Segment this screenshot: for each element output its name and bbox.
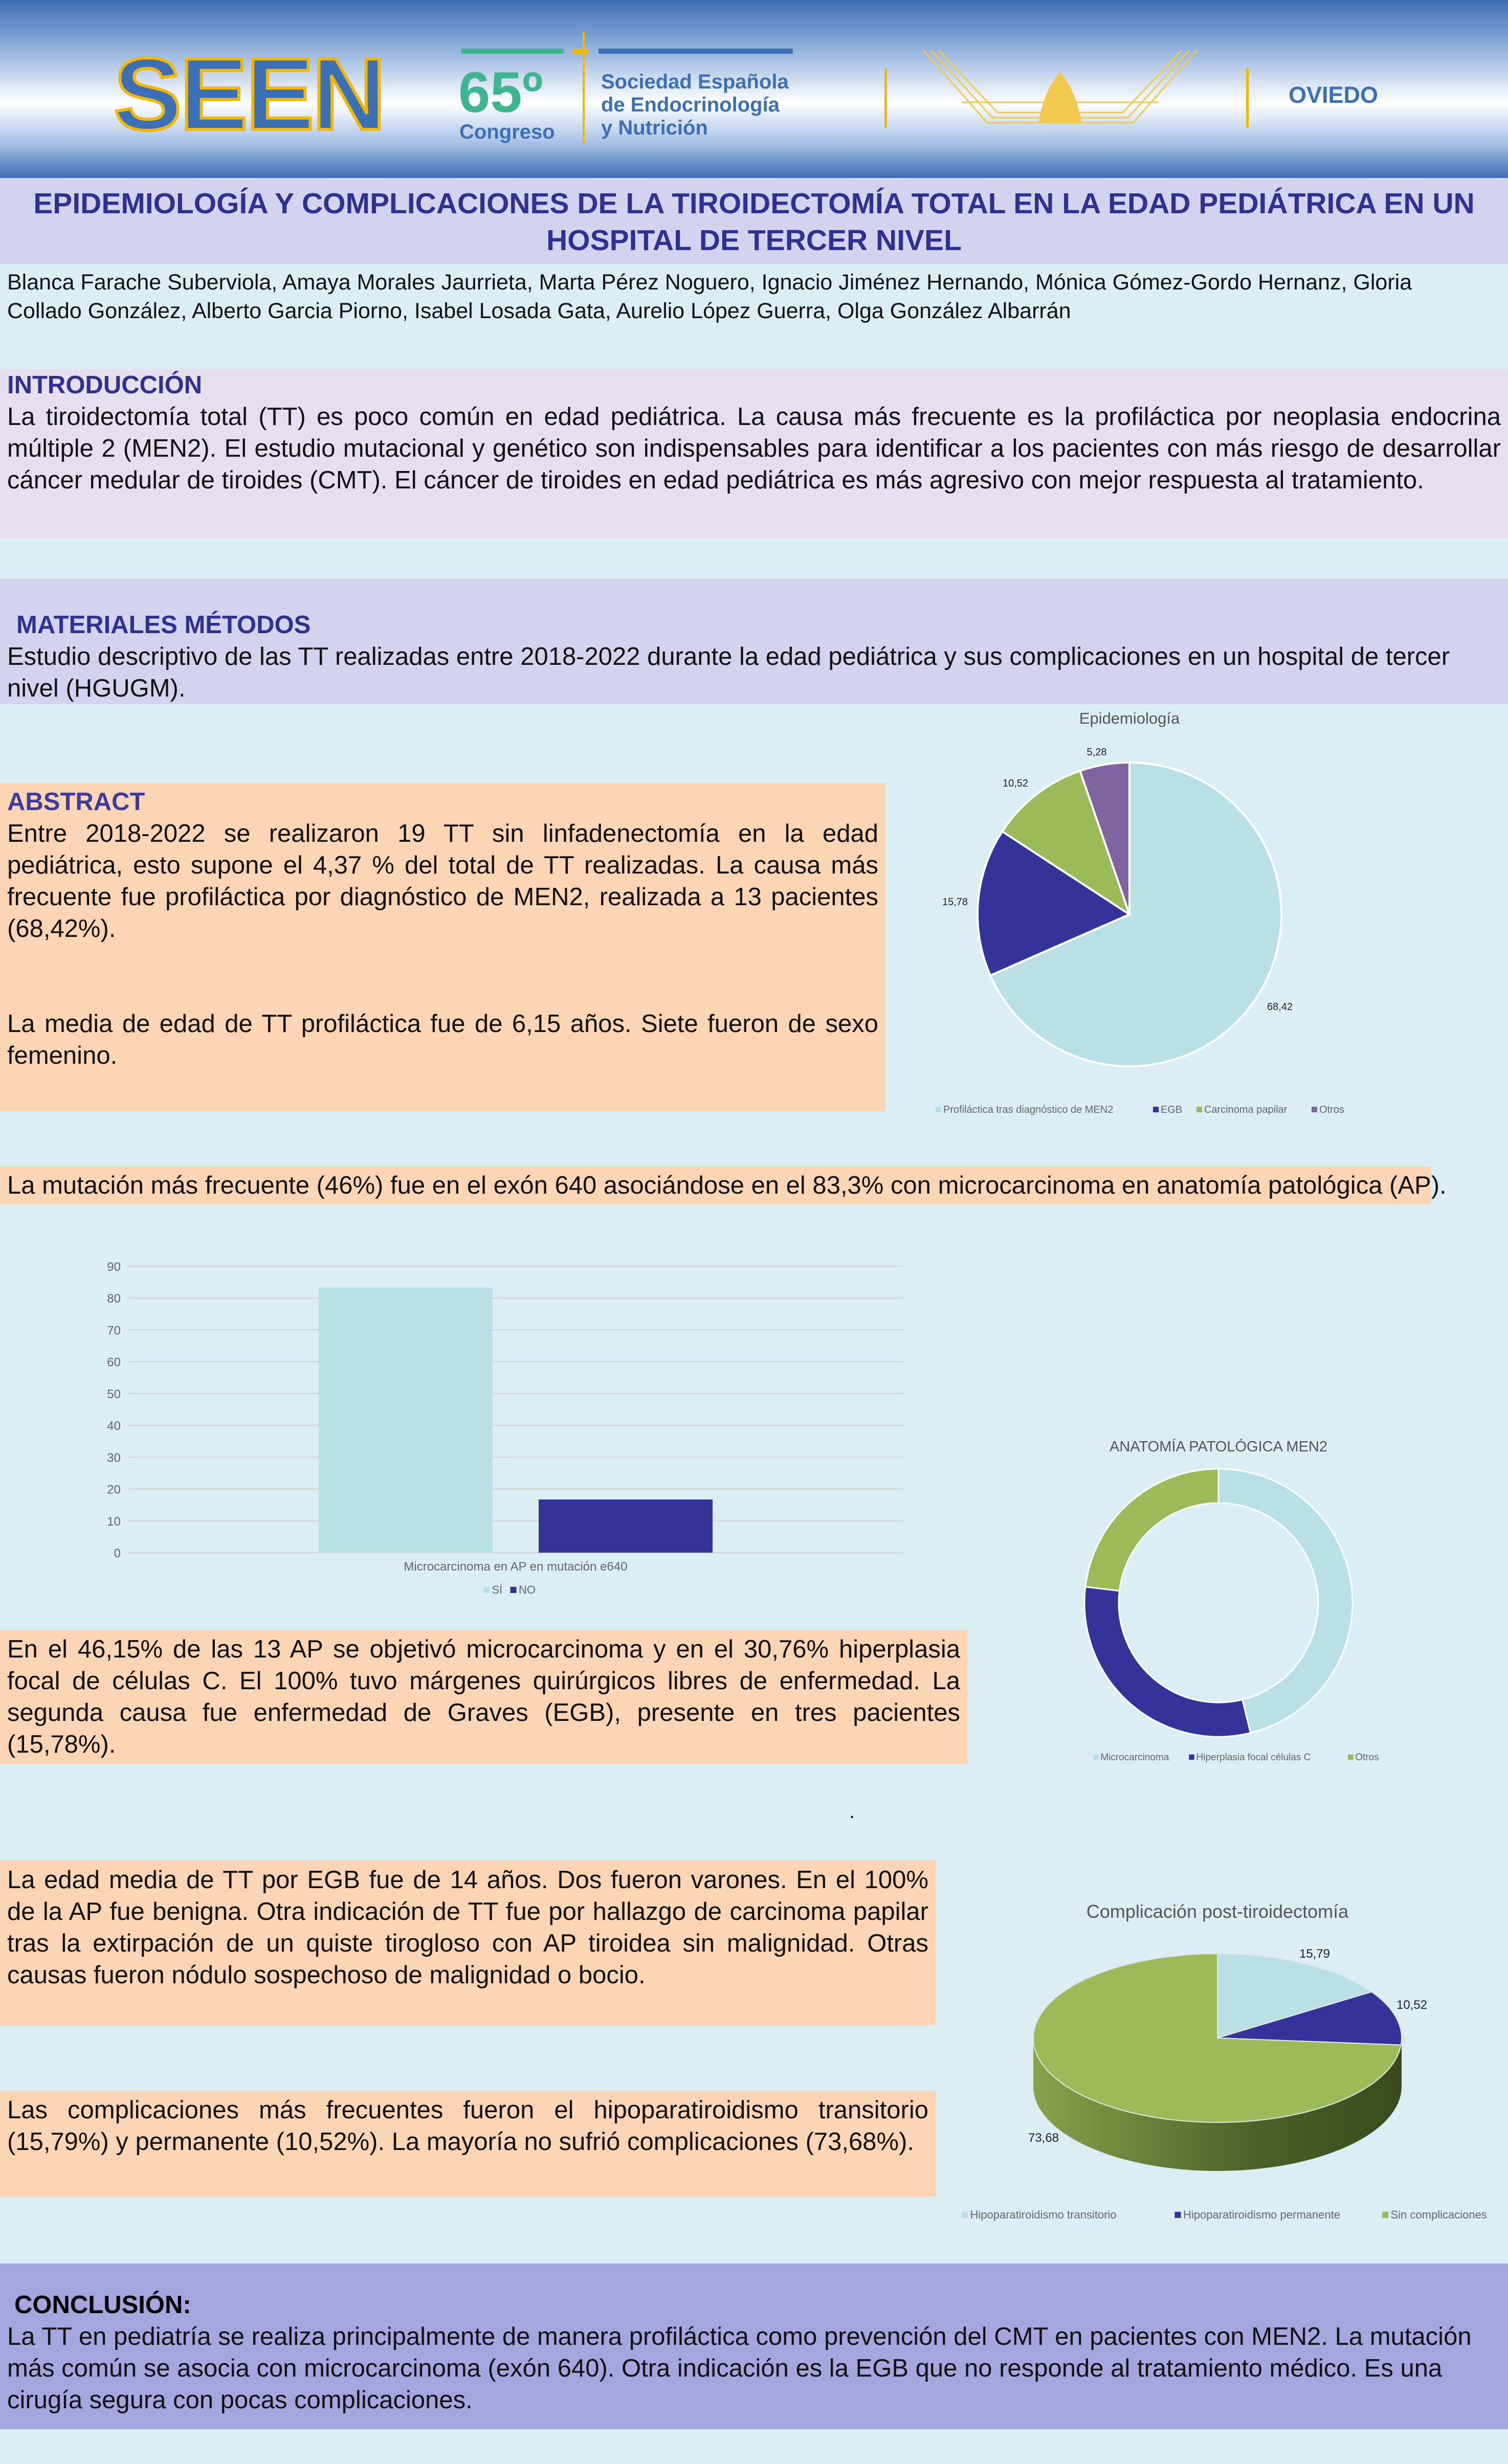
city-label: OVIEDO: [1289, 82, 1379, 108]
doughnut-legend-label: Otros: [1355, 1752, 1379, 1763]
section-text: Entre 2018-2022 se realizaron 19 TT sin …: [7, 820, 878, 943]
bar-y-tick-label: 0: [114, 1547, 121, 1560]
bar-y-tick-label: 70: [107, 1324, 121, 1337]
section-heading: INTRODUCCIÓN: [7, 371, 203, 399]
doughnut-segment: [1084, 1468, 1219, 1592]
bar-legend-swatch: [510, 1586, 517, 1593]
pie3d-slice: [1033, 1953, 1402, 2123]
epidemiologia-title: Epidemiología: [1079, 709, 1180, 727]
pie3d-legend-label: Hipoparatiroidismo transitorio: [970, 2208, 1117, 2221]
bar-no: [539, 1499, 713, 1553]
building-logo-icon: [922, 49, 1198, 124]
doughnut-legend-swatch: [1093, 1754, 1099, 1760]
doughnut-segment: [1217, 1468, 1354, 1734]
section-text: Estudio descriptivo de las TT realizadas…: [7, 643, 1450, 702]
bar-si: [319, 1287, 493, 1553]
title-band: [0, 178, 1508, 264]
logo-bar-yellow: [573, 49, 588, 54]
epidemiologia-data-label: 15,78: [942, 897, 968, 908]
epidemiologia-data-label: 10,52: [1003, 778, 1028, 789]
pie3d-data-label: 73,68: [1028, 2131, 1059, 2145]
egb-text: La edad media de TT por EGB fue de 14 añ…: [0, 1860, 936, 2025]
epidemiologia-legend-swatch: [1196, 1107, 1202, 1112]
epidemiologia-data-label: 5,28: [1087, 747, 1107, 758]
epidemiologia-legend-swatch: [936, 1107, 941, 1112]
bar-y-tick-label: 10: [107, 1515, 121, 1529]
bar-legend-swatch: [483, 1586, 490, 1593]
society-line: y Nutrición: [601, 117, 708, 139]
society-line: de Endocrinología: [601, 94, 780, 116]
epidemiologia-data-label: 68,42: [1267, 1001, 1293, 1013]
epidemiologia-legend-label: Profiláctica tras diagnóstico de MEN2: [943, 1104, 1113, 1115]
poster-title: EPIDEMIOLOGÍA Y COMPLICACIONES DE LA TIR…: [33, 187, 1475, 257]
section-text: La tiroidectomía total (TT) es poco comú…: [7, 403, 1501, 494]
epidemiologia-slice: [1001, 769, 1132, 917]
logo-divider: [583, 32, 585, 144]
pie3d-legend-swatch: [1174, 2211, 1181, 2218]
header-divider: [1246, 68, 1249, 128]
doughnut-legend-label: Hiperplasia focal células C: [1196, 1752, 1311, 1763]
stray-dot: .: [849, 1800, 855, 1823]
pie3d-title: Complicación post-tiroidectomía: [1086, 1901, 1349, 1922]
section-heading: CONCLUSIÓN:: [14, 2291, 191, 2319]
introduction-section: INTRODUCCIÓN La tiroidectomía total (TT)…: [0, 369, 1508, 538]
epidemiologia-slice: [1078, 761, 1130, 915]
pie3d-slice: [1217, 1991, 1403, 2046]
doughnut-segment: [1083, 1585, 1252, 1738]
epidemiologia-legend-swatch: [1153, 1107, 1159, 1112]
pie3d-slice: [1217, 1953, 1373, 2039]
bar-category-label: Microcarcinoma en AP en mutación e640: [404, 1560, 627, 1574]
epidemiologia-legend-label: EGB: [1161, 1104, 1182, 1115]
bar-y-tick-label: 60: [107, 1356, 121, 1370]
epidemiologia-slice: [989, 761, 1282, 1067]
bar-legend-label: SÍ: [492, 1583, 503, 1596]
doughnut-legend-swatch: [1189, 1754, 1194, 1760]
abstract-section: ABSTRACT Entre 2018-2022 se realizaron 1…: [0, 783, 885, 1111]
doughnut-title: ANATOMÍA PATOLÓGICA MEN2: [1110, 1438, 1327, 1455]
conclusion-section: CONCLUSIÓN: La TT en pediatría se realiz…: [0, 2264, 1508, 2429]
pie3d-data-label: 10,52: [1396, 1998, 1427, 2012]
society-name: Sociedad Española de Endocrinología y Nu…: [601, 71, 789, 140]
pie3d-data-label: 15,79: [1299, 1947, 1330, 1961]
pathology-text: En el 46,15% de las 13 AP se objetivó mi…: [0, 1630, 967, 1764]
authors: Blanca Farache Suberviola, Amaya Morales…: [7, 270, 1412, 323]
complications-text: Las complicaciones más frecuentes fueron…: [0, 2091, 936, 2197]
logo-bar-green: [461, 49, 564, 54]
epidemiologia-legend-label: Carcinoma papilar: [1204, 1104, 1288, 1115]
section-heading: MATERIALES MÉTODOS: [16, 611, 311, 639]
poster-header: SEEN 65º Congreso Sociedad Española de E…: [0, 0, 1508, 178]
mutation-text: La mutación más frecuente (46%) fue en e…: [0, 1167, 1447, 1204]
congress-label: Congreso: [459, 121, 555, 143]
epidemiologia-slice: [977, 830, 1132, 977]
bar-y-tick-label: 90: [107, 1260, 121, 1274]
bar-y-tick-label: 40: [107, 1419, 121, 1433]
section-text: La media de edad de TT profiláctica fue …: [7, 1010, 878, 1069]
seen-logo: SEEN: [112, 36, 388, 153]
congress-number: 65º: [458, 60, 543, 124]
epidemiologia-legend-label: Otros: [1319, 1104, 1344, 1115]
bar-y-tick-label: 50: [107, 1387, 121, 1401]
society-line: Sociedad Española: [601, 71, 789, 93]
pie3d-legend-label: Hipoparatiroidismo permanente: [1183, 2208, 1340, 2221]
header-divider: [884, 68, 887, 128]
methods-section: MATERIALES MÉTODOS Estudio descriptivo d…: [0, 578, 1508, 704]
logo-bar-blue: [598, 49, 793, 54]
bar-legend-label: NO: [519, 1583, 536, 1596]
bar-y-tick-label: 80: [107, 1292, 121, 1306]
section-text: La TT en pediatría se realiza principalm…: [7, 2323, 1472, 2414]
pie3d-side: [1033, 2038, 1402, 2171]
pie3d-legend-label: Sin complicaciones: [1391, 2208, 1487, 2221]
bar-y-tick-label: 20: [107, 1483, 121, 1497]
section-heading: ABSTRACT: [7, 788, 145, 816]
epidemiologia-legend-swatch: [1312, 1107, 1317, 1112]
bar-y-tick-label: 30: [107, 1451, 121, 1465]
pie3d-legend-swatch: [962, 2211, 968, 2218]
pie3d-legend-swatch: [1382, 2211, 1389, 2218]
doughnut-legend-swatch: [1348, 1754, 1354, 1760]
doughnut-legend-label: Microcarcinoma: [1100, 1752, 1169, 1763]
